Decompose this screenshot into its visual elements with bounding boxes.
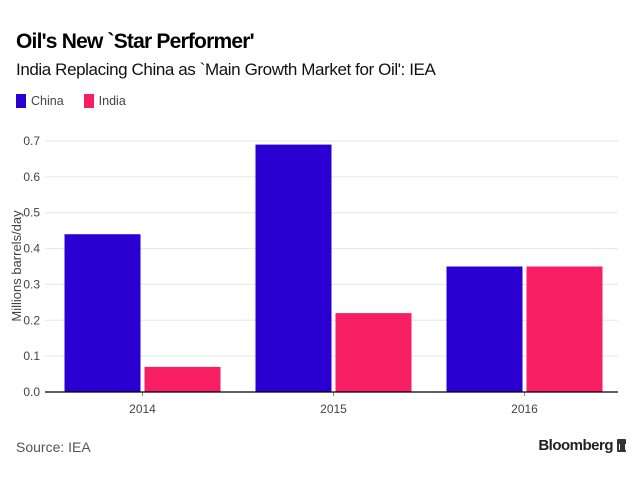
- chart-subtitle: India Replacing China as `Main Growth Ma…: [16, 60, 436, 79]
- y-tick-label: 0.2: [23, 313, 40, 327]
- bar-india-2014: [144, 366, 221, 392]
- legend-item-china: China: [16, 94, 64, 108]
- bar-india-2015: [335, 313, 412, 392]
- brand-name: Bloomberg: [538, 437, 613, 454]
- legend-label-india: India: [98, 94, 126, 108]
- bar-china-2016: [446, 266, 523, 392]
- y-tick-label: 0.6: [23, 170, 40, 184]
- bloomberg-icon: [617, 439, 626, 452]
- brand-logo: Bloomberg: [538, 437, 626, 454]
- y-axis-label: Millions barrels/day: [9, 210, 24, 322]
- bar-india-2016: [526, 266, 603, 392]
- x-tick-label: 2016: [511, 402, 538, 416]
- source-note: Source: IEA: [16, 439, 91, 455]
- y-tick-label: 0.0: [23, 385, 40, 399]
- y-tick-label: 0.5: [23, 206, 40, 220]
- bar-china-2014: [64, 234, 141, 392]
- legend-label-china: China: [31, 94, 64, 108]
- y-tick-label: 0.7: [23, 134, 40, 148]
- bar-china-2015: [255, 144, 332, 392]
- legend-swatch-india: [83, 94, 94, 108]
- x-tick-label: 2015: [320, 402, 347, 416]
- chart-title: Oil's New `Star Performer': [16, 30, 255, 53]
- y-tick-label: 0.1: [23, 349, 40, 363]
- legend-swatch-china: [16, 94, 26, 108]
- y-tick-label: 0.4: [23, 242, 40, 256]
- legend-item-india: India: [83, 94, 126, 108]
- x-tick-label: 2014: [129, 402, 156, 416]
- y-tick-label: 0.3: [23, 277, 40, 291]
- legend: China India: [16, 94, 126, 108]
